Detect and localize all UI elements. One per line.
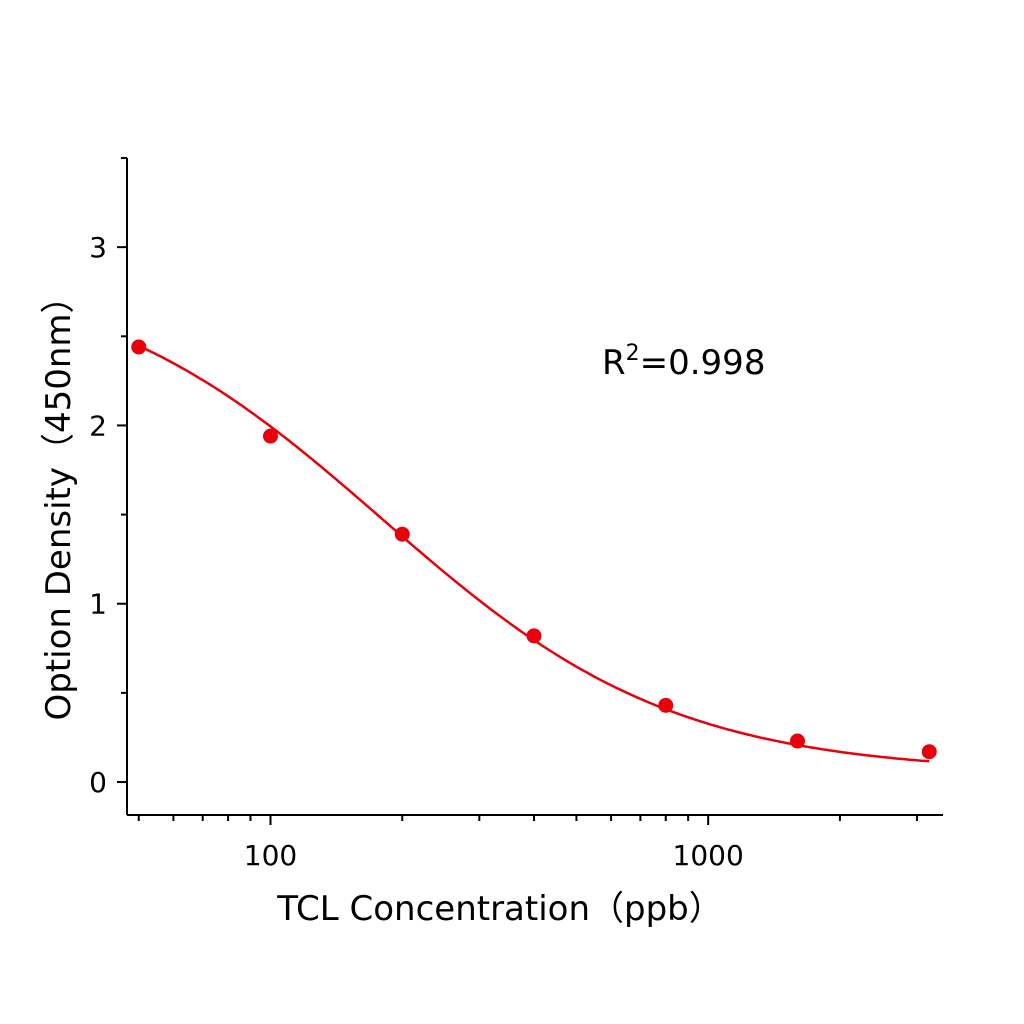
x-tick-label: 100	[244, 839, 297, 872]
axes	[126, 158, 943, 816]
y-tick-label: 2	[89, 409, 107, 442]
ticks: 0 1 2 3 100 1000	[89, 157, 918, 872]
data-point	[394, 526, 410, 542]
r-squared-annotation: R2=0.998	[602, 341, 765, 383]
x-tick-label: 1000	[673, 839, 744, 872]
r-label: R	[602, 343, 626, 383]
data-point	[921, 744, 937, 760]
data-point	[526, 628, 542, 644]
data-point	[263, 428, 279, 444]
r-superscript: 2	[626, 341, 640, 366]
r-value: =0.998	[640, 343, 766, 383]
y-tick-label: 0	[89, 766, 107, 799]
data-point	[131, 339, 147, 355]
y-tick-label: 1	[89, 588, 107, 621]
data-point	[658, 697, 674, 713]
fit-curve	[138, 344, 930, 763]
data-points	[131, 339, 937, 760]
x-axis-title: TCL Concentration（ppb）	[276, 889, 723, 929]
y-tick-label: 3	[89, 231, 107, 264]
y-axis-title: Option Density（450nm）	[39, 279, 79, 720]
data-point	[790, 733, 806, 749]
